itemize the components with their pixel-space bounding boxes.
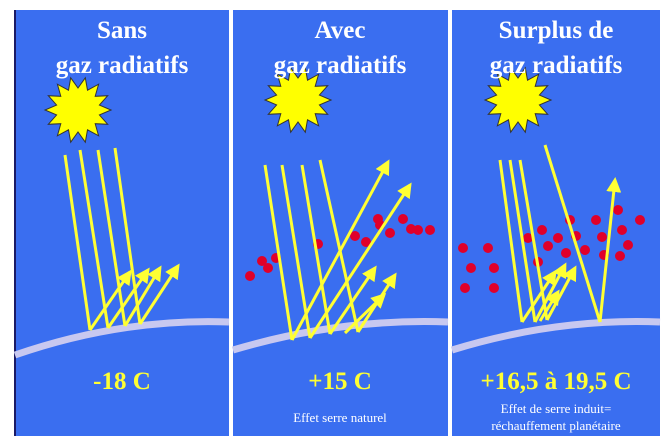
temperature: -18 C <box>93 368 151 395</box>
gas-molecule <box>543 241 553 251</box>
gas-molecule <box>466 263 476 273</box>
gas-molecule <box>425 225 435 235</box>
temperature: +15 C <box>308 368 372 395</box>
caption: Effet serre naturel <box>293 410 387 425</box>
gas-molecule <box>635 215 645 225</box>
gas-molecule <box>458 243 468 253</box>
gas-molecule <box>385 228 395 238</box>
panel-title: Avec <box>315 17 366 44</box>
temperature: +16,5 à 19,5 C <box>480 368 631 395</box>
diagram: Sans gaz radiatifs -18 C Avec gaz radiatifs +… <box>0 0 665 439</box>
gas-molecule <box>561 248 571 258</box>
panel-title: Surplus de <box>499 17 614 44</box>
gas-molecule <box>489 263 499 273</box>
gas-molecule <box>398 214 408 224</box>
caption: réchauffement planétaire <box>491 418 621 433</box>
gas-molecule <box>537 225 547 235</box>
panel-title: gaz radiatifs <box>490 52 623 79</box>
gas-molecule <box>263 263 273 273</box>
gas-molecule <box>245 271 255 281</box>
gas-molecule <box>617 225 627 235</box>
gas-molecule <box>483 243 493 253</box>
gas-molecule <box>597 232 607 242</box>
gas-molecule <box>623 240 633 250</box>
panel-title: gaz radiatifs <box>274 52 407 79</box>
gas-molecule <box>580 245 590 255</box>
gas-molecule <box>413 225 423 235</box>
gas-molecule <box>613 205 623 215</box>
panel-title: gaz radiatifs <box>56 52 189 79</box>
gas-molecule <box>615 251 625 261</box>
gas-molecule <box>460 283 470 293</box>
panel-title: Sans <box>97 17 147 44</box>
gas-molecule <box>591 215 601 225</box>
gas-molecule <box>553 233 563 243</box>
caption: Effet de serre induit= <box>501 401 612 416</box>
gas-molecule <box>489 283 499 293</box>
